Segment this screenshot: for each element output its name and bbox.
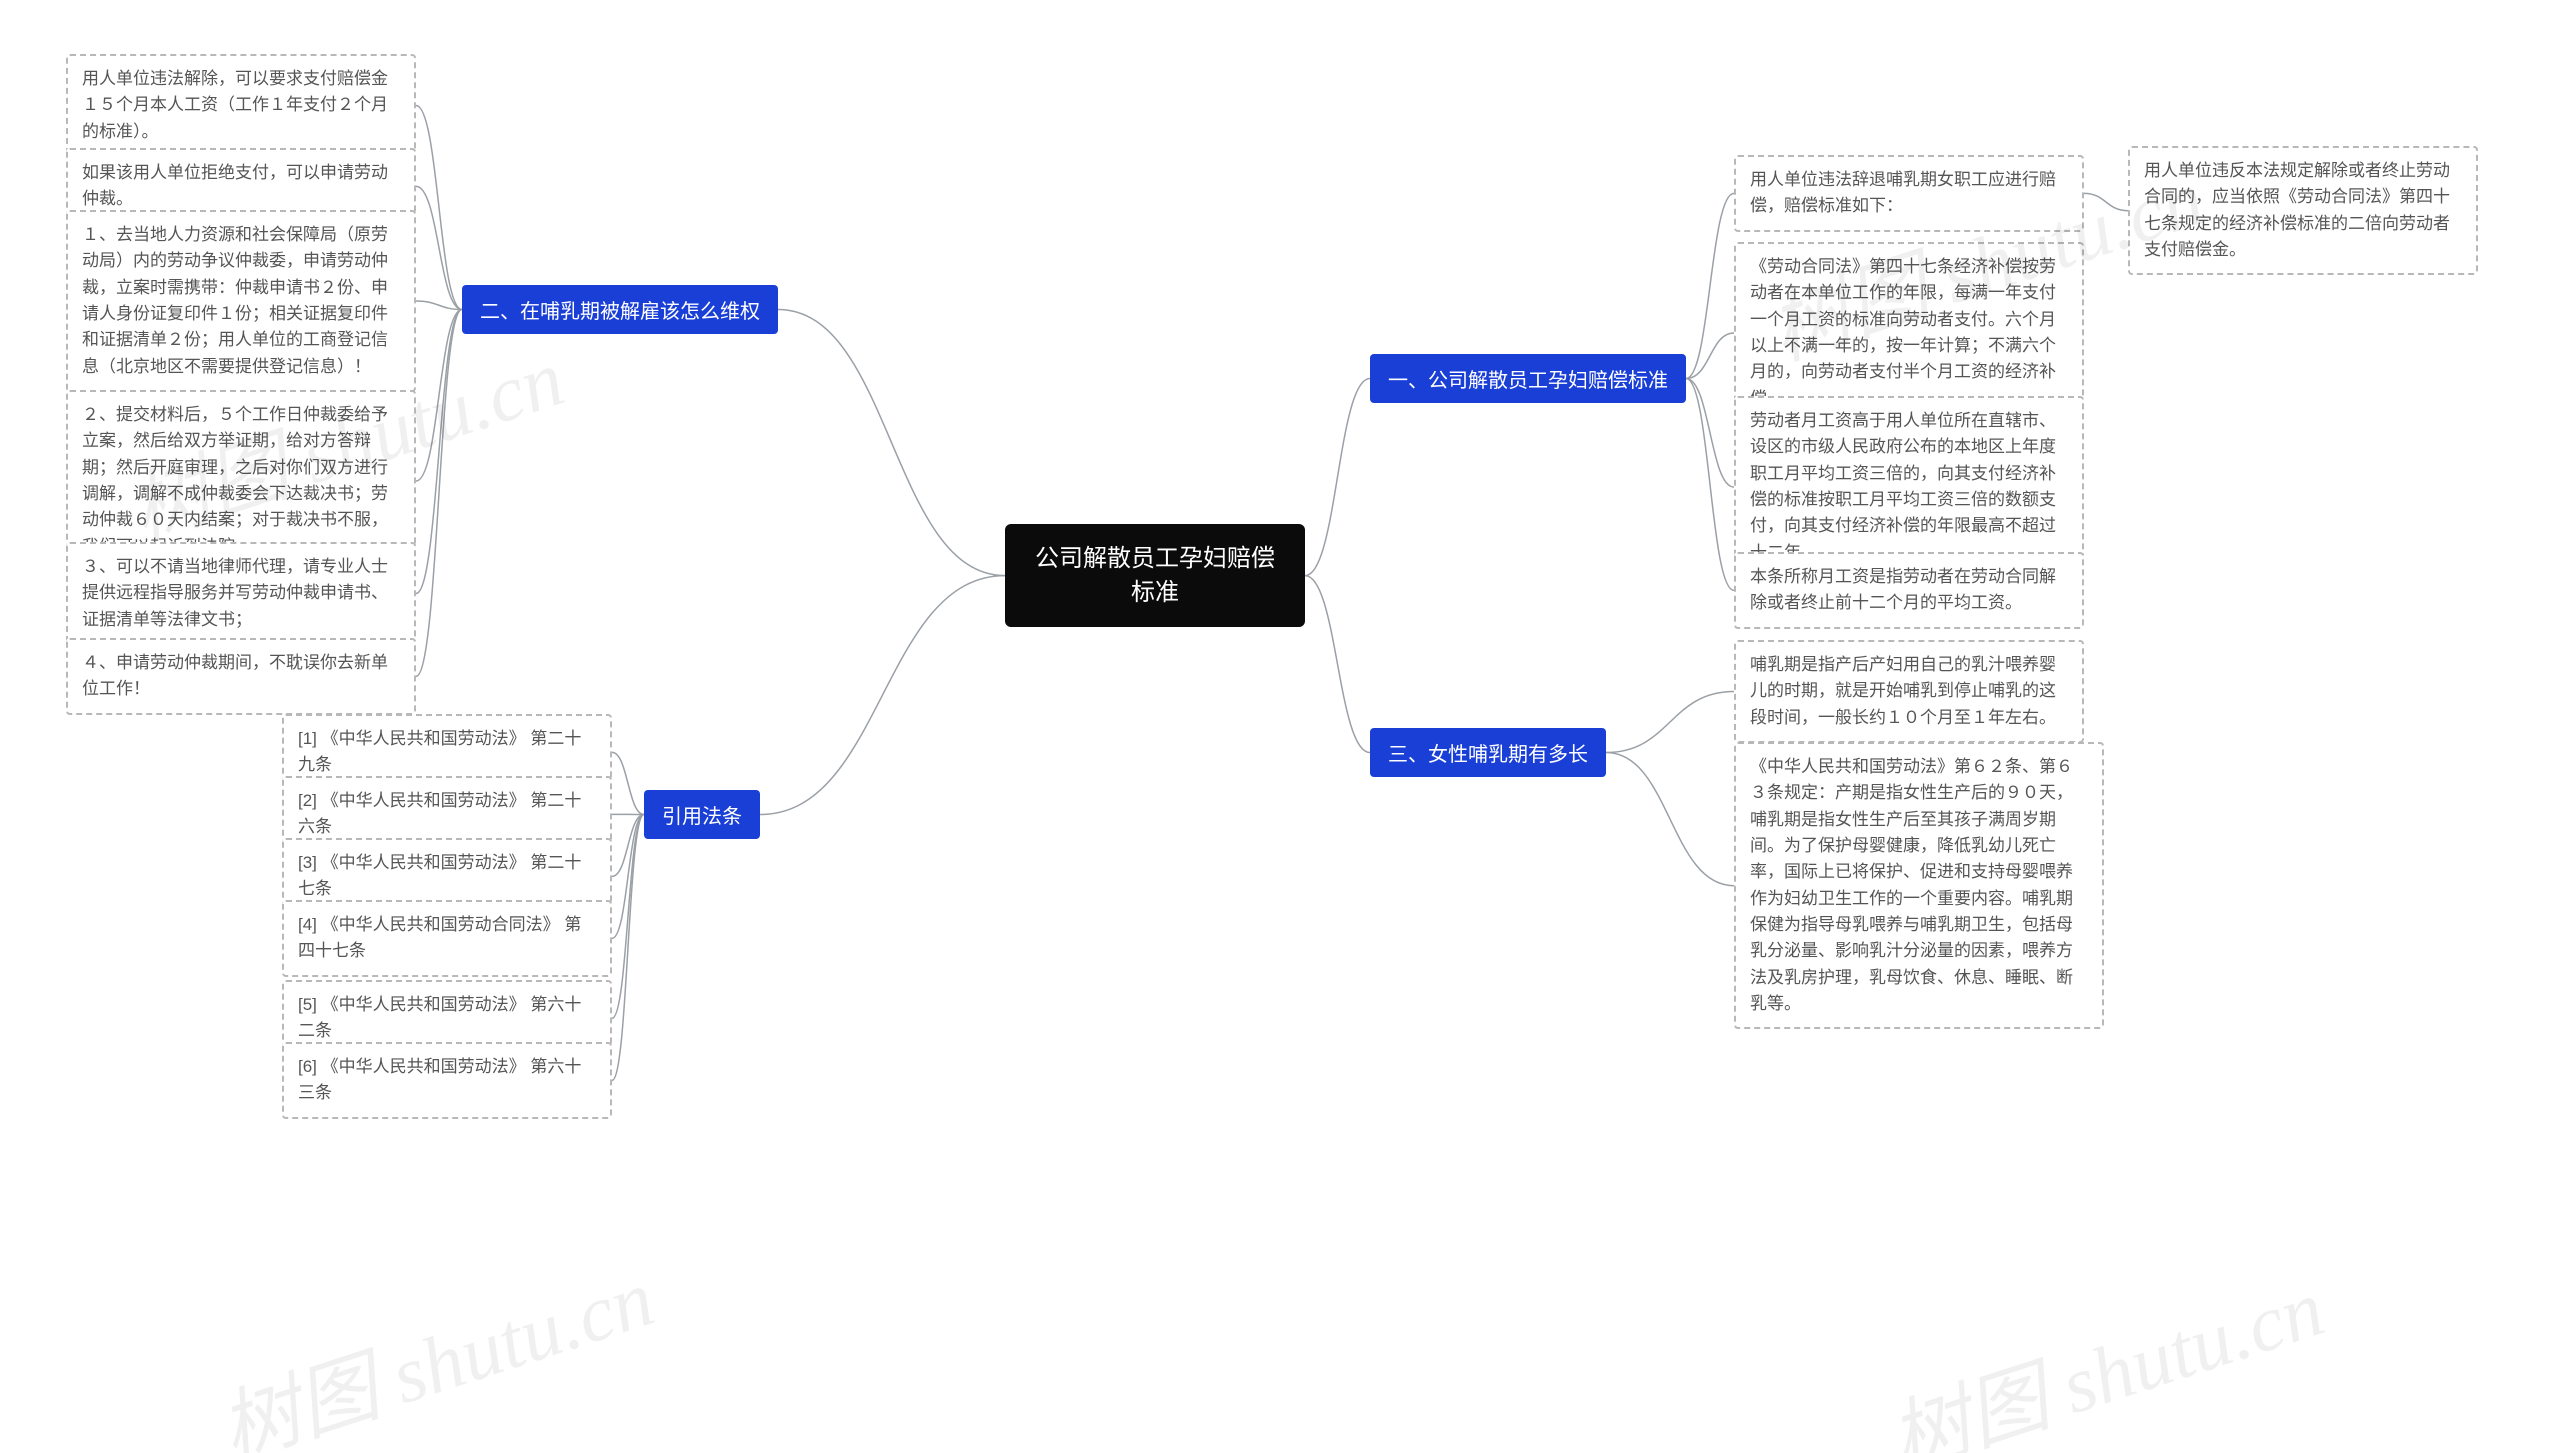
root-label: 公司解散员工孕妇赔偿标准 <box>1035 545 1275 606</box>
b4_1-label: [1] 《中华人民共和国劳动法》 第二十九条 <box>298 729 581 774</box>
b3: 三、女性哺乳期有多长 <box>1370 728 1606 777</box>
connector <box>778 310 1005 576</box>
b1_1-label: 用人单位违法辞退哺乳期女职工应进行赔偿，赔偿标准如下： <box>1750 170 2056 215</box>
connector <box>416 310 462 677</box>
root: 公司解散员工孕妇赔偿标准 <box>1005 524 1305 627</box>
connector <box>2084 193 2128 210</box>
b1_1a-label: 用人单位违反本法规定解除或者终止劳动合同的，应当依照《劳动合同法》第四十七条规定… <box>2144 161 2450 259</box>
b2_6-label: ４、申请劳动仲裁期间，不耽误你去新单位工作！ <box>82 653 388 698</box>
b2_1: 用人单位违法解除，可以要求支付赔偿金１５个月本人工资（工作１年支付２个月的标准）… <box>66 54 416 157</box>
b3_1-label: 哺乳期是指产后产妇用自己的乳汁喂养婴儿的时期，就是开始哺乳到停止哺乳的这段时间，… <box>1750 655 2056 727</box>
b2_4-label: ２、提交材料后，５个工作日仲裁委给予立案，然后给双方举证期，给对方答辩期；然后开… <box>82 405 388 556</box>
b1_2-label: 《劳动合同法》第四十七条经济补偿按劳动者在本单位工作的年限，每满一年支付一个月工… <box>1750 257 2056 408</box>
connector <box>416 310 462 482</box>
b4_6-label: [6] 《中华人民共和国劳动法》 第六十三条 <box>298 1057 581 1102</box>
b1-label: 一、公司解散员工孕妇赔偿标准 <box>1388 370 1668 392</box>
b3_1: 哺乳期是指产后产妇用自己的乳汁喂养婴儿的时期，就是开始哺乳到停止哺乳的这段时间，… <box>1734 640 2084 743</box>
connector <box>1606 692 1734 753</box>
b3_2-label: 《中华人民共和国劳动法》第６２条、第６３条规定：产期是指女性生产后的９０天，哺乳… <box>1750 757 2073 1013</box>
connector <box>1305 379 1370 576</box>
b1_4: 本条所称月工资是指劳动者在劳动合同解除或者终止前十二个月的平均工资。 <box>1734 552 2084 629</box>
b2_2-label: 如果该用人单位拒绝支付，可以申请劳动仲裁。 <box>82 163 388 208</box>
b1_4-label: 本条所称月工资是指劳动者在劳动合同解除或者终止前十二个月的平均工资。 <box>1750 567 2056 612</box>
b2_6: ４、申请劳动仲裁期间，不耽误你去新单位工作！ <box>66 638 416 715</box>
watermark: 树图 shutu.cn <box>1873 1243 2336 1453</box>
b2_3: １、去当地人力资源和社会保障局（原劳动局）内的劳动争议仲裁委，申请劳动仲裁，立案… <box>66 210 416 392</box>
b1: 一、公司解散员工孕妇赔偿标准 <box>1370 354 1686 403</box>
connector <box>1686 193 1734 378</box>
connector <box>760 576 1005 815</box>
connector <box>1686 379 1734 488</box>
b3_2: 《中华人民共和国劳动法》第６２条、第６３条规定：产期是指女性生产后的９０天，哺乳… <box>1734 742 2104 1029</box>
b2_5: ３、可以不请当地律师代理，请专业人士提供远程指导服务并写劳动仲裁申请书、证据清单… <box>66 542 416 645</box>
b4_2-label: [2] 《中华人民共和国劳动法》 第二十六条 <box>298 791 581 836</box>
connector <box>1686 333 1734 378</box>
connector <box>612 815 644 1081</box>
connector <box>416 301 462 309</box>
b4: 引用法条 <box>644 790 760 839</box>
connector <box>1606 753 1734 886</box>
b4_5-label: [5] 《中华人民共和国劳动法》 第六十二条 <box>298 995 581 1040</box>
connector <box>612 815 644 1019</box>
b3-label: 三、女性哺乳期有多长 <box>1388 744 1588 766</box>
b4_3-label: [3] 《中华人民共和国劳动法》 第二十七条 <box>298 853 581 898</box>
b1_3-label: 劳动者月工资高于用人单位所在直辖市、设区的市级人民政府公布的本地区上年度职工月平… <box>1750 411 2056 562</box>
b2: 二、在哺乳期被解雇该怎么维权 <box>462 285 778 334</box>
b4_6: [6] 《中华人民共和国劳动法》 第六十三条 <box>282 1042 612 1119</box>
connector <box>1305 576 1370 753</box>
b1_1: 用人单位违法辞退哺乳期女职工应进行赔偿，赔偿标准如下： <box>1734 155 2084 232</box>
watermark: 树图 shutu.cn <box>203 1233 666 1453</box>
connector <box>416 106 462 310</box>
connector <box>416 310 462 594</box>
b2_1-label: 用人单位违法解除，可以要求支付赔偿金１５个月本人工资（工作１年支付２个月的标准）… <box>82 69 388 141</box>
connector <box>416 186 462 309</box>
b4-label: 引用法条 <box>662 806 742 828</box>
b1_3: 劳动者月工资高于用人单位所在直辖市、设区的市级人民政府公布的本地区上年度职工月平… <box>1734 396 2084 578</box>
b1_1a: 用人单位违反本法规定解除或者终止劳动合同的，应当依照《劳动合同法》第四十七条规定… <box>2128 146 2478 275</box>
connector <box>612 815 644 939</box>
connector <box>1686 379 1734 591</box>
b2_5-label: ３、可以不请当地律师代理，请专业人士提供远程指导服务并写劳动仲裁申请书、证据清单… <box>82 557 388 629</box>
connector <box>612 815 644 877</box>
b2-label: 二、在哺乳期被解雇该怎么维权 <box>480 301 760 323</box>
b4_4: [4] 《中华人民共和国劳动合同法》 第四十七条 <box>282 900 612 977</box>
b4_4-label: [4] 《中华人民共和国劳动合同法》 第四十七条 <box>298 915 581 960</box>
connector <box>612 752 644 814</box>
b2_3-label: １、去当地人力资源和社会保障局（原劳动局）内的劳动争议仲裁委，申请劳动仲裁，立案… <box>82 225 388 376</box>
